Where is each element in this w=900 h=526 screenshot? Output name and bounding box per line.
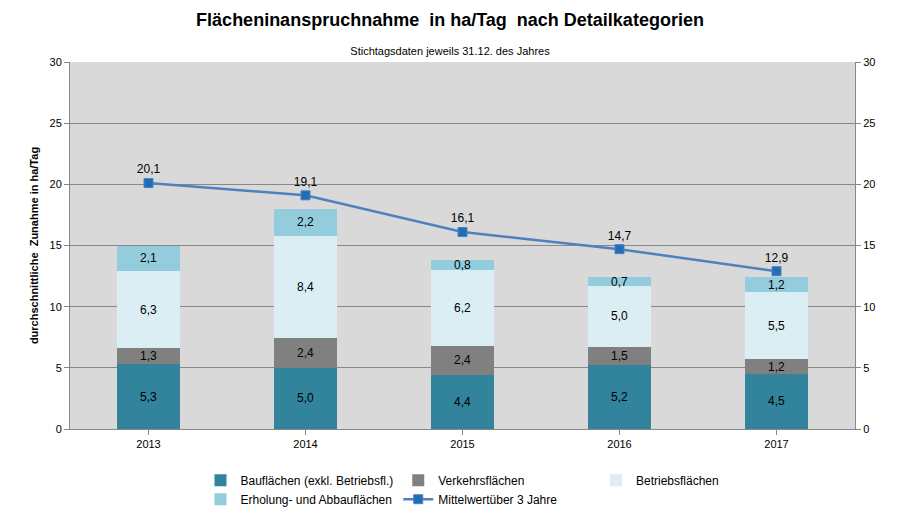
svg-text:durchschnittliche Zunahme in: durchschnittliche Zunahme in ha/Tag: [28, 147, 40, 344]
svg-text:Erholung- und Abbauflächen: Erholung- und Abbauflächen: [241, 493, 392, 507]
svg-text:30: 30: [50, 56, 62, 68]
svg-text:10: 10: [50, 301, 62, 313]
svg-text:1,2: 1,2: [768, 360, 785, 374]
svg-text:20: 20: [863, 178, 875, 190]
svg-text:0,8: 0,8: [454, 258, 471, 272]
svg-text:20,1: 20,1: [137, 162, 161, 176]
svg-text:5: 5: [56, 362, 62, 374]
svg-text:Betriebsflächen: Betriebsflächen: [636, 474, 719, 488]
svg-text:12,9: 12,9: [765, 251, 789, 265]
svg-text:15: 15: [50, 239, 62, 251]
svg-text:0,7: 0,7: [611, 275, 628, 289]
svg-text:0: 0: [863, 423, 869, 435]
svg-text:1,3: 1,3: [140, 349, 157, 363]
svg-text:2,4: 2,4: [297, 346, 314, 360]
svg-text:25: 25: [50, 117, 62, 129]
svg-text:Verkehrsflächen: Verkehrsflächen: [438, 474, 524, 488]
svg-text:Stichtagsdaten jeweils 31.12.: Stichtagsdaten jeweils 31.12. des Jahres: [350, 45, 550, 57]
svg-text:15: 15: [863, 239, 875, 251]
svg-text:25: 25: [863, 117, 875, 129]
svg-text:2016: 2016: [607, 438, 631, 450]
svg-text:5: 5: [863, 362, 869, 374]
svg-text:2014: 2014: [293, 438, 317, 450]
svg-text:1,2: 1,2: [768, 278, 785, 292]
svg-text:2,2: 2,2: [297, 215, 314, 229]
svg-text:5,5: 5,5: [768, 319, 785, 333]
svg-text:Flächeninanspruchnahme in ha/: Flächeninanspruchnahme in ha/Tag nach De…: [196, 10, 704, 30]
svg-text:2013: 2013: [136, 438, 160, 450]
svg-text:6,3: 6,3: [140, 303, 157, 317]
svg-text:5,2: 5,2: [611, 390, 628, 404]
svg-text:5,0: 5,0: [297, 391, 314, 405]
svg-text:8,4: 8,4: [297, 280, 314, 294]
svg-text:Mittelwertüber 3 Jahre: Mittelwertüber 3 Jahre: [438, 493, 557, 507]
svg-text:30: 30: [863, 56, 875, 68]
svg-text:16,1: 16,1: [451, 211, 475, 225]
svg-text:4,4: 4,4: [454, 395, 471, 409]
svg-text:5,3: 5,3: [140, 390, 157, 404]
svg-text:0: 0: [56, 423, 62, 435]
svg-text:2017: 2017: [764, 438, 788, 450]
svg-text:14,7: 14,7: [608, 229, 632, 243]
svg-text:20: 20: [50, 178, 62, 190]
svg-text:Bauflächen (exkl. Betriebsfl.): Bauflächen (exkl. Betriebsfl.): [241, 474, 394, 488]
svg-text:19,1: 19,1: [294, 175, 318, 189]
svg-text:5,0: 5,0: [611, 309, 628, 323]
svg-text:6,2: 6,2: [454, 301, 471, 315]
svg-text:4,5: 4,5: [768, 394, 785, 408]
svg-text:10: 10: [863, 301, 875, 313]
svg-text:2015: 2015: [450, 438, 474, 450]
svg-text:1,5: 1,5: [611, 349, 628, 363]
svg-text:2,1: 2,1: [140, 251, 157, 265]
svg-text:2,4: 2,4: [454, 353, 471, 367]
